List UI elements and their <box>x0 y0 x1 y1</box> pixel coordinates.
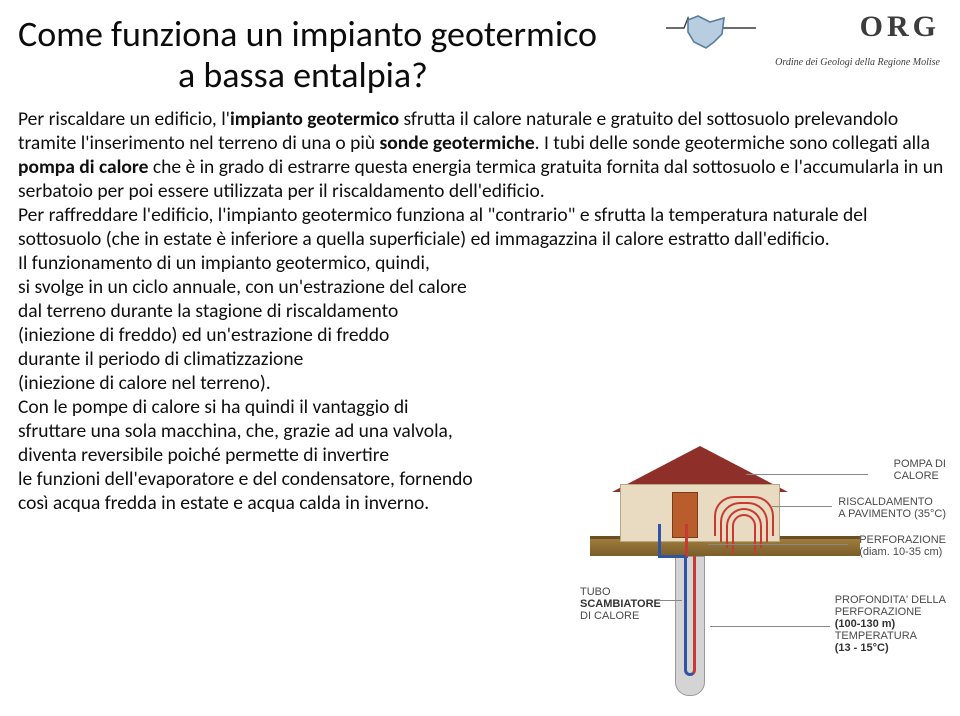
logo-subtitle: Ordine dei Geologi della Regione Molise <box>775 57 940 68</box>
leader-risc <box>772 506 832 507</box>
label-perforazione: PERFORAZIONE(diam. 10-35 cm) <box>859 534 946 558</box>
floor-heating-icon <box>714 496 774 536</box>
slide-page: ORG Ordine dei Geologi della Regione Mol… <box>0 0 960 716</box>
house-icon <box>620 446 780 542</box>
paragraph-full: Per riscaldare un edificio, l'impianto g… <box>18 107 943 251</box>
leader-prof <box>710 626 830 627</box>
leader-perf <box>708 544 848 545</box>
label-pompa: POMPA DICALORE <box>894 458 946 482</box>
leader-pompa <box>746 474 868 475</box>
org-logo: ORG Ordine dei Geologi della Regione Mol… <box>666 6 946 74</box>
leader-tubo <box>658 600 682 601</box>
u-tube-exchanger <box>684 556 696 676</box>
label-riscaldamento: RISCALDAMENTOA PAVIMENTO (35°C) <box>838 496 946 520</box>
paragraph-narrow: Il funzionamento di un impianto geotermi… <box>18 251 578 515</box>
geothermal-diagram: POMPA DICALORE RISCALDAMENTOA PAVIMENTO … <box>580 376 950 706</box>
surface-pipes <box>658 524 688 558</box>
label-profondita: PROFONDITA' DELLA PERFORAZIONE (100-130 … <box>835 594 946 654</box>
label-tubo: TUBO SCAMBIATORE DI CALORE <box>580 586 661 622</box>
region-map-icon <box>684 12 728 52</box>
logo-acronym: ORG <box>860 10 940 44</box>
